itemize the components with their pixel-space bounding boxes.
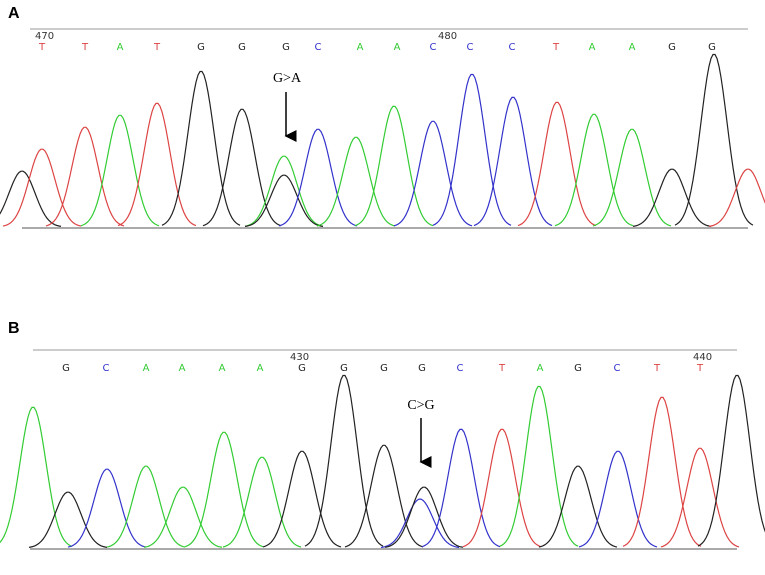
base-call: G xyxy=(418,363,426,374)
base-call: C xyxy=(509,42,516,53)
trace-peak xyxy=(106,465,186,548)
trace-peak xyxy=(2,148,82,227)
trace-peak xyxy=(0,170,62,227)
trace-peak xyxy=(674,53,754,226)
trace-peak xyxy=(244,174,324,227)
base-call: T xyxy=(81,42,89,53)
base-call: G xyxy=(340,363,348,374)
trace-peak xyxy=(660,447,740,548)
trace-peak xyxy=(462,428,542,548)
trace-peak xyxy=(67,468,147,548)
trace-peak xyxy=(0,406,73,547)
base-call: A xyxy=(179,363,186,374)
base-call: A xyxy=(143,363,150,374)
base-call: A xyxy=(257,363,264,374)
trace-peak xyxy=(499,385,579,547)
panel-a: A 470 480 G>A T T A T G G G C A A C C C T A A G G xyxy=(0,5,765,229)
trace-peak xyxy=(697,374,765,547)
base-call: G xyxy=(282,42,290,53)
base-call: G xyxy=(238,42,246,53)
trace-peak xyxy=(708,168,765,227)
annotation: C>G xyxy=(407,398,434,413)
trace-peak xyxy=(304,374,384,547)
trace-peak xyxy=(244,155,324,227)
trace-peak xyxy=(432,73,512,226)
trace-peak xyxy=(316,136,396,227)
base-call: G xyxy=(62,363,70,374)
trace-peak xyxy=(278,128,358,227)
position: 440 xyxy=(693,352,712,363)
base-call: T xyxy=(498,363,506,374)
base-call: T xyxy=(696,363,704,374)
base-call: G xyxy=(380,363,388,374)
base-call: C xyxy=(457,363,464,374)
base-call: A xyxy=(589,42,596,53)
base-call: C xyxy=(103,363,110,374)
trace-peak xyxy=(161,70,241,226)
base-call: C xyxy=(430,42,437,53)
trace-peak xyxy=(354,105,434,227)
trace-peak xyxy=(393,120,473,227)
trace-peak xyxy=(538,465,618,548)
trace-peak xyxy=(578,450,658,548)
panel-label: A xyxy=(8,5,20,22)
trace-peak xyxy=(117,102,197,227)
panel-b: B 430 440 C>G G C A A A A G G G G C T A G C T T xyxy=(0,320,765,550)
trace-peak xyxy=(262,450,342,548)
base-call: A xyxy=(117,42,124,53)
trace-peak xyxy=(384,486,464,548)
base-call: A xyxy=(537,363,544,374)
position: 480 xyxy=(438,31,457,42)
position: 470 xyxy=(35,31,54,42)
base-call: G xyxy=(298,363,306,374)
position: 430 xyxy=(290,352,309,363)
panel-label: B xyxy=(8,320,20,337)
trace-peak xyxy=(80,114,160,227)
base-call: C xyxy=(467,42,474,53)
trace-peak xyxy=(143,486,223,548)
trace-peak xyxy=(380,498,460,549)
trace-peak xyxy=(184,431,264,548)
base-call: T xyxy=(552,42,560,53)
trace-peak xyxy=(222,456,302,548)
trace-peak xyxy=(202,108,282,227)
base-call: A xyxy=(394,42,401,53)
base-call: T xyxy=(38,42,46,53)
base-call: G xyxy=(708,42,716,53)
trace-peak xyxy=(554,113,634,227)
trace-peak xyxy=(517,101,597,227)
trace-peak xyxy=(45,126,125,227)
base-call: T xyxy=(653,363,661,374)
base-call: A xyxy=(629,42,636,53)
trace-peak xyxy=(473,96,553,227)
base-call: G xyxy=(197,42,205,53)
trace-peak xyxy=(421,428,501,548)
trace-peak xyxy=(622,396,702,547)
annotation: G>A xyxy=(273,71,302,86)
trace-peak xyxy=(344,444,424,548)
base-call: G xyxy=(668,42,676,53)
trace-peak xyxy=(632,168,712,227)
trace-peak xyxy=(28,491,108,548)
base-call: T xyxy=(153,42,161,53)
base-call: C xyxy=(315,42,322,53)
base-call: A xyxy=(219,363,226,374)
base-call: A xyxy=(357,42,364,53)
base-call: C xyxy=(614,363,621,374)
base-call: G xyxy=(574,363,582,374)
trace-peak xyxy=(592,128,672,227)
